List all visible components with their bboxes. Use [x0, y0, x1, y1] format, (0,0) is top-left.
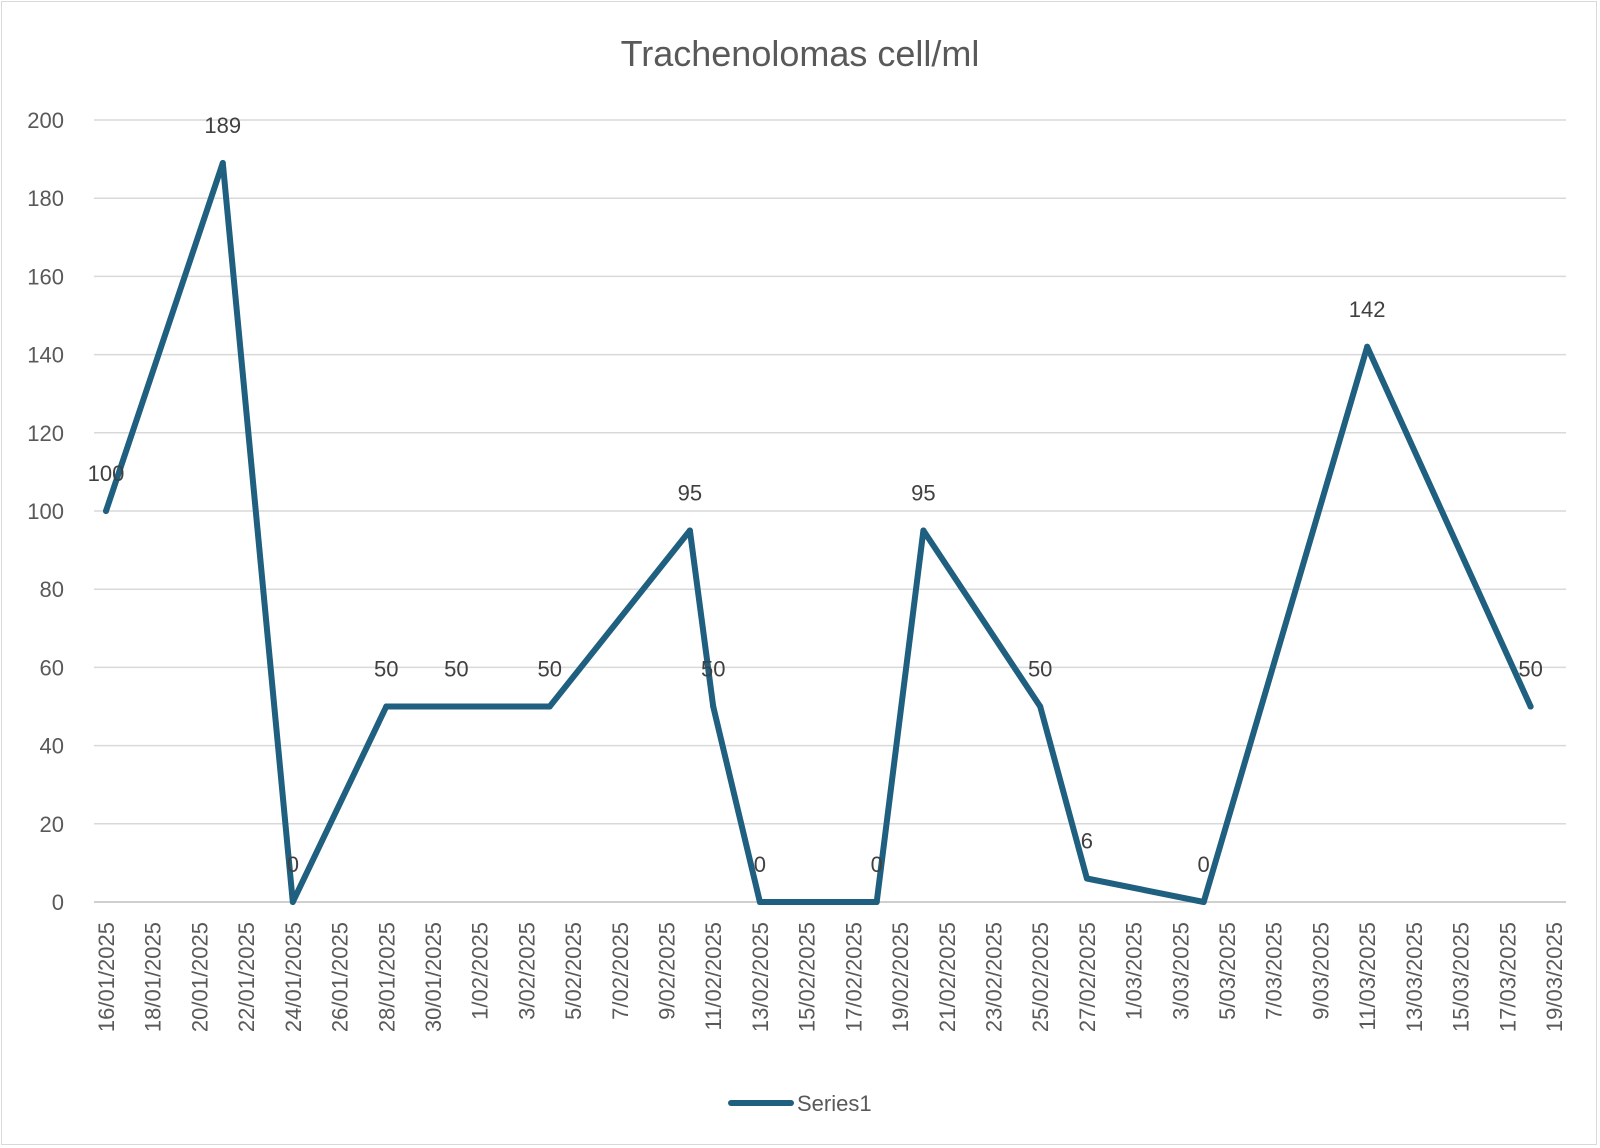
- y-tick-label-20: 20: [40, 812, 64, 837]
- y-axis-tick-labels: 0 20 40 60 80 100 120 140 160 180 200: [27, 108, 64, 915]
- x-tick-label-15-02-2025: 15/02/2025: [795, 922, 820, 1032]
- data-point-8: [710, 703, 717, 710]
- data-point-13: [1083, 875, 1090, 882]
- y-tick-label-180: 180: [27, 186, 64, 211]
- x-tick-label-9-03-2025: 9/03/2025: [1308, 922, 1333, 1020]
- series-line-1: [103, 160, 1534, 905]
- x-tick-label-13-03-2025: 13/03/2025: [1402, 922, 1427, 1032]
- x-tick-label-18-01-2025: 18/01/2025: [141, 922, 166, 1032]
- data-label-7: 95: [678, 481, 702, 506]
- x-tick-label-3-03-2025: 3/03/2025: [1168, 922, 1193, 1020]
- data-label-13: 6: [1081, 829, 1093, 854]
- data-point-12: [1037, 703, 1044, 710]
- x-tick-label-13-02-2025: 13/02/2025: [748, 922, 773, 1032]
- x-tick-label-15-03-2025: 15/03/2025: [1449, 922, 1474, 1032]
- x-tick-label-1-03-2025: 1/03/2025: [1122, 922, 1147, 1020]
- data-point-2: [219, 160, 226, 167]
- gridlines: [94, 119, 1566, 903]
- data-point-14: [1200, 899, 1207, 905]
- y-tick-label-40: 40: [40, 734, 64, 759]
- x-tick-label-23-02-2025: 23/02/2025: [981, 922, 1006, 1032]
- x-tick-label-5-03-2025: 5/03/2025: [1215, 922, 1240, 1020]
- x-tick-label-25-02-2025: 25/02/2025: [1028, 922, 1053, 1032]
- chart-title: Trachenolomas cell/ml: [621, 33, 980, 74]
- x-axis-tick-labels: 16/01/2025 18/01/2025 20/01/2025 22/01/2025…: [94, 922, 1567, 1032]
- x-tick-label-22-01-2025: 22/01/2025: [234, 922, 259, 1032]
- x-tick-label-11-02-2025: 11/02/2025: [701, 922, 726, 1030]
- x-tick-label-21-02-2025: 21/02/2025: [935, 922, 960, 1032]
- x-tick-label-5-02-2025: 5/02/2025: [561, 922, 586, 1020]
- data-label-9: 0: [754, 852, 766, 877]
- y-tick-label-80: 80: [40, 577, 64, 602]
- x-tick-label-3-02-2025: 3/02/2025: [514, 922, 539, 1020]
- data-label-12: 50: [1028, 657, 1052, 682]
- data-label-10: 0: [871, 852, 883, 877]
- data-label-8: 50: [701, 657, 725, 682]
- data-label-15: 142: [1349, 297, 1386, 322]
- legend: Series1: [728, 1091, 872, 1116]
- data-point-11: [920, 527, 927, 534]
- y-tick-label-140: 140: [27, 343, 64, 368]
- data-point-15: [1364, 343, 1371, 350]
- x-tick-label-30-01-2025: 30/01/2025: [421, 922, 446, 1032]
- x-tick-label-20-01-2025: 20/01/2025: [187, 922, 212, 1032]
- data-point-6: [546, 703, 553, 710]
- data-point-10: [873, 899, 880, 905]
- y-tick-label-60: 60: [40, 655, 64, 680]
- data-point-4: [383, 703, 390, 710]
- x-tick-label-7-03-2025: 7/03/2025: [1262, 922, 1287, 1020]
- y-tick-label-100: 100: [27, 499, 64, 524]
- data-label-4: 50: [374, 657, 398, 682]
- x-tick-label-7-02-2025: 7/02/2025: [608, 922, 633, 1020]
- data-label-16: 50: [1518, 657, 1542, 682]
- data-label-5: 50: [444, 657, 468, 682]
- data-label-6: 50: [537, 657, 561, 682]
- legend-label-series1: Series1: [797, 1091, 872, 1116]
- data-label-14: 0: [1198, 852, 1210, 877]
- data-point-1: [103, 508, 109, 514]
- x-tick-label-28-01-2025: 28/01/2025: [374, 922, 399, 1032]
- x-tick-label-11-03-2025: 11/03/2025: [1355, 922, 1380, 1030]
- data-label-3: 0: [287, 852, 299, 877]
- x-tick-label-17-03-2025: 17/03/2025: [1495, 922, 1520, 1032]
- x-tick-label-17-02-2025: 17/02/2025: [841, 922, 866, 1032]
- data-labels: 100 189 0 50 50 50 95 50 0 0 95 50 6 0 142 50: [88, 113, 1543, 877]
- data-label-1: 100: [88, 461, 125, 486]
- y-tick-label-160: 160: [27, 264, 64, 289]
- data-label-2: 189: [204, 113, 241, 138]
- x-tick-label-26-01-2025: 26/01/2025: [328, 922, 353, 1032]
- data-point-9: [756, 899, 763, 905]
- x-tick-label-27-02-2025: 27/02/2025: [1075, 922, 1100, 1032]
- y-tick-label-200: 200: [27, 108, 64, 133]
- data-point-16: [1527, 703, 1534, 710]
- data-point-5: [453, 703, 460, 710]
- x-tick-label-1-02-2025: 1/02/2025: [468, 922, 493, 1020]
- x-tick-label-9-02-2025: 9/02/2025: [655, 922, 680, 1020]
- data-label-11: 95: [911, 481, 935, 506]
- x-tick-label-19-02-2025: 19/02/2025: [888, 922, 913, 1032]
- x-tick-label-24-01-2025: 24/01/2025: [281, 922, 306, 1032]
- data-point-3: [289, 899, 296, 905]
- data-point-7: [686, 527, 693, 534]
- y-tick-label-0: 0: [52, 890, 64, 915]
- y-tick-label-120: 120: [27, 421, 64, 446]
- series-lines: [103, 160, 1534, 905]
- x-tick-label-16-01-2025: 16/01/2025: [94, 922, 119, 1032]
- x-tick-label-19-03-2025: 19/03/2025: [1542, 922, 1567, 1032]
